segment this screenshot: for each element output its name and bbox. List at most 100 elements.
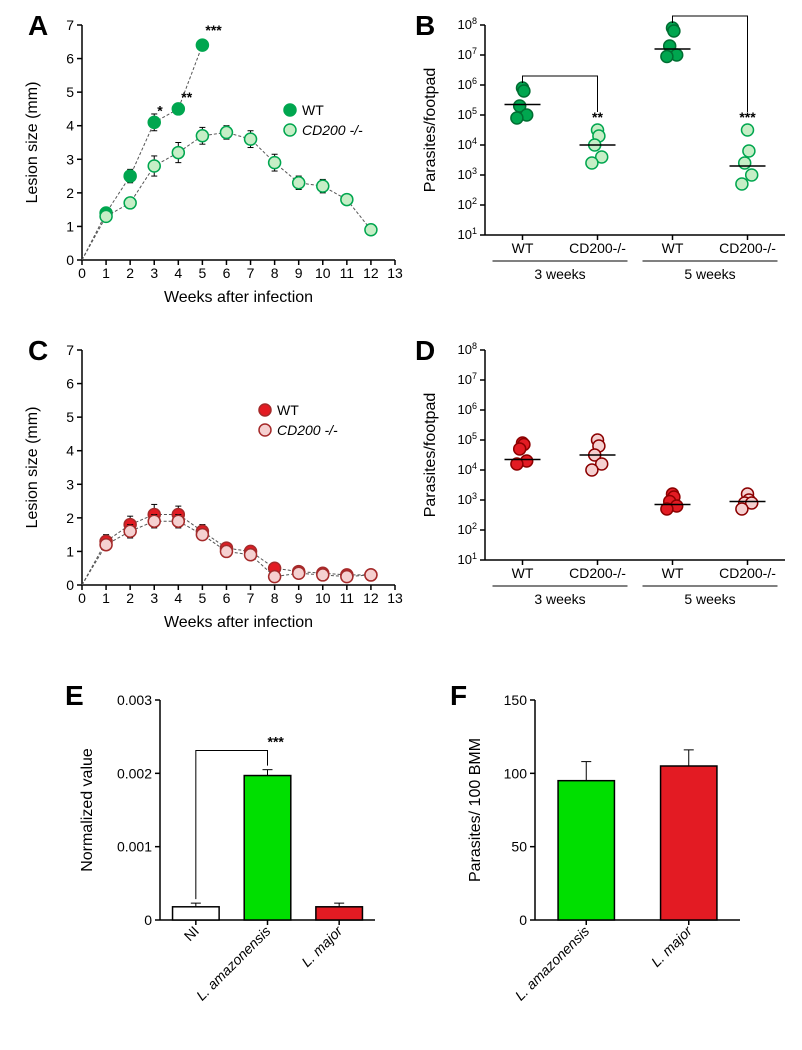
svg-text:102: 102 xyxy=(458,521,477,537)
panel-d-chart: 101102103104105106107108Parasites/footpa… xyxy=(415,335,795,635)
svg-text:106: 106 xyxy=(458,401,477,417)
svg-text:7: 7 xyxy=(66,342,74,358)
panel-b-chart: 101 102 103 104 105 106 107 108 Parasites/footpa… xyxy=(415,10,795,310)
svg-text:6: 6 xyxy=(66,51,74,67)
svg-text:L. amazonensis: L. amazonensis xyxy=(193,923,274,1004)
svg-text:L. major: L. major xyxy=(648,922,696,970)
svg-text:12: 12 xyxy=(363,265,379,281)
svg-text:CD200-/-: CD200-/- xyxy=(569,240,626,256)
svg-text:7: 7 xyxy=(66,17,74,33)
panel-e-label: E xyxy=(65,680,84,712)
panel-a: A 01234567012345678910111213Weeks after … xyxy=(10,10,405,310)
svg-text:Normalized value: Normalized value xyxy=(79,748,96,872)
svg-text:WT: WT xyxy=(277,402,299,418)
svg-text:5 weeks: 5 weeks xyxy=(684,591,735,607)
svg-text:0: 0 xyxy=(519,912,527,928)
svg-text:2: 2 xyxy=(126,265,134,281)
panel-d: D 101102103104105106107108Parasites/foot… xyxy=(415,335,795,635)
svg-text:0: 0 xyxy=(78,265,86,281)
svg-text:12: 12 xyxy=(363,590,379,606)
svg-text:CD200 -/-: CD200 -/- xyxy=(277,422,338,438)
svg-text:2: 2 xyxy=(126,590,134,606)
svg-text:CD200-/-: CD200-/- xyxy=(719,565,776,581)
panel-e: E 00.0010.0020.003Normalized valueNIL. a… xyxy=(65,680,385,1040)
svg-text:11: 11 xyxy=(340,590,355,606)
svg-text:108: 108 xyxy=(458,341,477,357)
svg-text:0: 0 xyxy=(66,252,74,268)
svg-text:104: 104 xyxy=(458,136,477,152)
panel-f: F 050100150Parasites/ 100 BMML. amazonen… xyxy=(450,680,760,1040)
svg-text:***: *** xyxy=(268,734,285,750)
svg-text:13: 13 xyxy=(387,590,403,606)
svg-text:Lesion size (mm): Lesion size (mm) xyxy=(24,407,41,529)
svg-text:100: 100 xyxy=(504,765,528,781)
svg-text:3: 3 xyxy=(66,476,74,492)
svg-text:50: 50 xyxy=(511,839,527,855)
svg-text:***: *** xyxy=(205,22,222,38)
svg-text:L. major: L. major xyxy=(298,922,346,970)
svg-text:5 weeks: 5 weeks xyxy=(684,266,735,282)
svg-text:0: 0 xyxy=(66,577,74,593)
svg-text:7: 7 xyxy=(247,265,255,281)
panel-f-label: F xyxy=(450,680,467,712)
svg-text:1: 1 xyxy=(102,590,110,606)
svg-text:0: 0 xyxy=(78,590,86,606)
svg-text:105: 105 xyxy=(458,106,477,122)
svg-text:101: 101 xyxy=(458,226,477,242)
svg-text:*: * xyxy=(157,103,163,119)
svg-text:108: 108 xyxy=(458,16,477,32)
svg-text:Parasites/footpad: Parasites/footpad xyxy=(422,68,439,193)
panel-b-label: B xyxy=(415,10,435,42)
svg-text:104: 104 xyxy=(458,461,477,477)
panel-b: B 101 102 103 104 105 106 107 108 Parasites/foot… xyxy=(415,10,795,310)
panel-a-chart: 01234567012345678910111213Weeks after in… xyxy=(10,10,405,310)
svg-text:Weeks after infection: Weeks after infection xyxy=(164,614,313,631)
svg-text:106: 106 xyxy=(458,76,477,92)
svg-text:3: 3 xyxy=(150,590,158,606)
panel-c-chart: 01234567012345678910111213Weeks after in… xyxy=(10,335,405,635)
svg-text:WT: WT xyxy=(302,102,324,118)
panel-a-label: A xyxy=(28,10,48,42)
svg-text:2: 2 xyxy=(66,185,74,201)
svg-text:9: 9 xyxy=(295,265,303,281)
svg-text:6: 6 xyxy=(223,590,231,606)
panel-c-label: C xyxy=(28,335,48,367)
svg-text:0.003: 0.003 xyxy=(117,692,152,708)
svg-text:3: 3 xyxy=(150,265,158,281)
panel-f-chart: 050100150Parasites/ 100 BMML. amazonensi… xyxy=(450,680,760,1040)
svg-text:5: 5 xyxy=(198,590,206,606)
svg-text:0: 0 xyxy=(144,912,152,928)
svg-text:107: 107 xyxy=(458,46,477,62)
svg-text:8: 8 xyxy=(271,265,279,281)
svg-text:150: 150 xyxy=(504,692,528,708)
svg-text:105: 105 xyxy=(458,431,477,447)
svg-text:3 weeks: 3 weeks xyxy=(534,591,585,607)
svg-text:101: 101 xyxy=(458,551,477,567)
svg-text:Parasites/ 100 BMM: Parasites/ 100 BMM xyxy=(467,738,484,882)
panel-e-chart: 00.0010.0020.003Normalized valueNIL. ama… xyxy=(65,680,385,1040)
svg-text:WT: WT xyxy=(512,565,534,581)
svg-text:Weeks after infection: Weeks after infection xyxy=(164,289,313,306)
svg-text:4: 4 xyxy=(66,118,74,134)
svg-text:11: 11 xyxy=(340,265,355,281)
svg-text:5: 5 xyxy=(66,409,74,425)
svg-text:10: 10 xyxy=(315,590,331,606)
svg-text:6: 6 xyxy=(223,265,231,281)
svg-text:9: 9 xyxy=(295,590,303,606)
svg-text:CD200 -/-: CD200 -/- xyxy=(302,122,363,138)
svg-text:103: 103 xyxy=(458,166,477,182)
svg-text:1: 1 xyxy=(102,265,110,281)
svg-text:107: 107 xyxy=(458,371,477,387)
svg-text:6: 6 xyxy=(66,376,74,392)
panel-d-label: D xyxy=(415,335,435,367)
svg-text:102: 102 xyxy=(458,196,477,212)
svg-text:103: 103 xyxy=(458,491,477,507)
svg-text:CD200-/-: CD200-/- xyxy=(569,565,626,581)
svg-text:1: 1 xyxy=(66,543,74,559)
svg-text:0.002: 0.002 xyxy=(117,765,152,781)
svg-text:1: 1 xyxy=(66,218,74,234)
svg-text:**: ** xyxy=(181,89,192,105)
svg-text:2: 2 xyxy=(66,510,74,526)
svg-text:0.001: 0.001 xyxy=(117,839,152,855)
svg-text:8: 8 xyxy=(271,590,279,606)
